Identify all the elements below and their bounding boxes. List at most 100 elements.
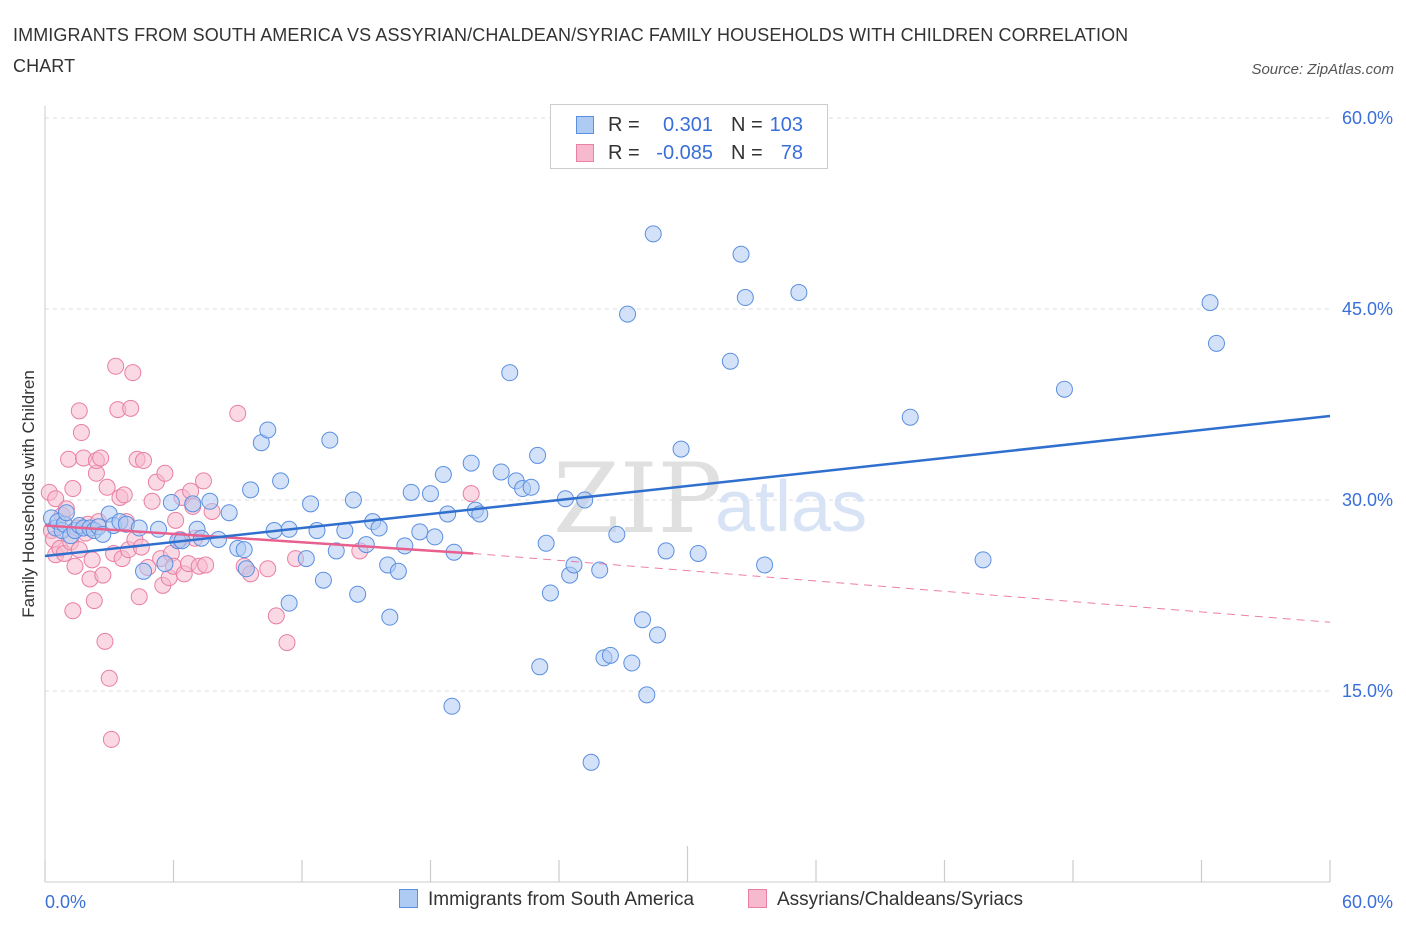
y-tick-labels: 15.0% 30.0% 45.0% 60.0% (1342, 108, 1393, 701)
data-point-assyrians (167, 511, 185, 529)
trend-line-assyrians (44, 524, 474, 555)
data-point-assyrians (64, 480, 82, 498)
series-assyrians-points (40, 357, 480, 748)
data-point-south-america (1055, 380, 1073, 398)
data-point-south-america (974, 551, 992, 569)
data-point-south-america (790, 283, 808, 301)
data-point-south-america (1201, 294, 1219, 312)
data-point-south-america (426, 528, 444, 546)
trend-lines (44, 414, 1331, 623)
data-point-south-america (314, 571, 332, 589)
data-point-assyrians (122, 399, 140, 417)
data-point-south-america (272, 472, 290, 490)
data-point-assyrians (267, 607, 285, 625)
data-point-south-america (1207, 334, 1225, 352)
data-point-assyrians (98, 478, 116, 496)
data-point-south-america (156, 555, 174, 573)
data-point-south-america (732, 245, 750, 263)
watermark-atlas: atlas (715, 467, 867, 547)
bottom-legend-swatch-pink (748, 889, 767, 908)
data-point-assyrians (124, 364, 142, 382)
data-point-south-america (209, 530, 227, 548)
data-point-south-america (531, 658, 549, 676)
data-point-assyrians (47, 490, 65, 508)
data-point-south-america (736, 289, 754, 307)
data-point-south-america (344, 491, 362, 509)
legend-n-label: N = (731, 114, 763, 136)
data-point-south-america (657, 542, 675, 560)
y-tick-label: 45.0% (1342, 299, 1393, 319)
data-point-south-america (756, 556, 774, 574)
data-point-south-america (565, 556, 583, 574)
data-point-south-america (327, 542, 345, 560)
data-point-south-america (297, 550, 315, 568)
legend-r-value: -0.085 (656, 142, 713, 164)
data-point-south-america (411, 523, 429, 541)
x-tick-label: 60.0% (1342, 892, 1393, 912)
bottom-legend-pink: Assyrians/Chaldeans/Syriacs (748, 889, 1023, 911)
data-point-assyrians (70, 402, 88, 420)
watermark: ZIP atlas (553, 443, 867, 555)
legend-swatch-pink (576, 144, 594, 162)
data-point-south-america (357, 536, 375, 554)
data-point-south-america (601, 646, 619, 664)
data-point-south-america (576, 491, 594, 509)
data-point-assyrians (229, 404, 247, 422)
bottom-legend-blue: Immigrants from South America (399, 889, 694, 911)
data-point-south-america (162, 494, 180, 512)
legend-n-label: N = (731, 142, 763, 164)
data-point-assyrians (197, 556, 215, 574)
y-tick-label: 30.0% (1342, 490, 1393, 510)
data-point-south-america (280, 594, 298, 612)
data-point-assyrians (115, 486, 133, 504)
data-point-assyrians (94, 566, 112, 584)
data-point-south-america (302, 495, 320, 513)
data-point-south-america (150, 520, 168, 538)
data-point-assyrians (130, 588, 148, 606)
data-point-south-america (237, 560, 255, 578)
data-point-assyrians (278, 634, 296, 652)
x-tick-label: 0.0% (45, 892, 86, 912)
data-point-south-america (381, 608, 399, 626)
data-point-south-america (349, 585, 367, 603)
legend-n-value: 103 (769, 114, 803, 136)
legend-r-value: 0.301 (662, 114, 713, 136)
data-point-assyrians (259, 560, 277, 578)
data-point-south-america (649, 626, 667, 644)
legend-row-pink: R = -0.085 N = 78 (551, 139, 827, 167)
data-point-assyrians (156, 464, 174, 482)
data-point-south-america (370, 519, 388, 537)
data-point-south-america (619, 305, 637, 323)
y-axis-label: Family Households with Children (19, 370, 38, 618)
data-point-south-america (608, 525, 626, 543)
data-point-south-america (541, 584, 559, 602)
data-point-south-america (638, 686, 656, 704)
data-point-assyrians (102, 730, 120, 748)
data-point-south-america (235, 541, 253, 559)
data-point-assyrians (107, 357, 125, 375)
data-point-south-america (242, 481, 260, 499)
data-point-south-america (184, 495, 202, 513)
data-point-south-america (582, 753, 600, 771)
data-point-south-america (501, 364, 519, 382)
bottom-legend-swatch-blue (399, 889, 418, 908)
bottom-legend-label-pink: Assyrians/Chaldeans/Syriacs (777, 889, 1024, 910)
data-point-south-america (321, 431, 339, 449)
data-point-assyrians (83, 551, 101, 569)
source-label: Source: ZipAtlas.com (1251, 61, 1394, 78)
data-point-assyrians (135, 452, 153, 470)
data-point-assyrians (72, 424, 90, 442)
data-point-south-america (644, 225, 662, 243)
legend-row-blue: R = 0.301 N = 103 (551, 111, 827, 139)
data-point-assyrians (60, 450, 78, 468)
data-point-south-america (537, 534, 555, 552)
data-point-south-america (434, 466, 452, 484)
trend-line-south-america (44, 414, 1331, 558)
data-point-south-america (529, 446, 547, 464)
data-point-assyrians (70, 541, 88, 559)
chart-title: IMMIGRANTS FROM SOUTH AMERICA VS ASSYRIA… (13, 25, 1129, 76)
correlation-legend: R = 0.301 N = 103 R = -0.085 N = 78 (550, 104, 828, 169)
data-point-south-america (689, 544, 707, 562)
data-point-south-america (57, 504, 75, 522)
